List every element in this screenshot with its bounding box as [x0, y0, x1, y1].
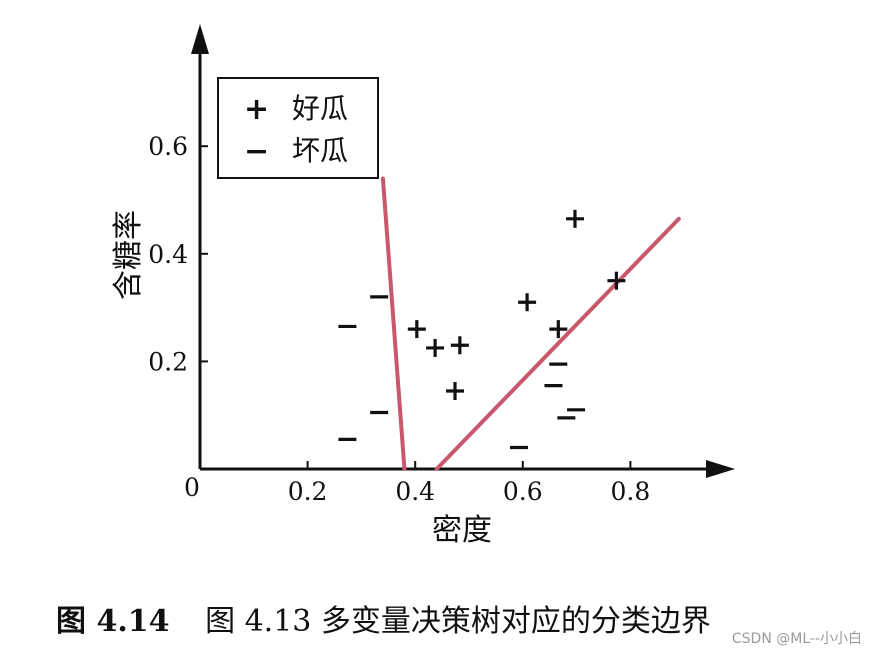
legend-marker-bad: −: [244, 134, 269, 169]
y-axis-title: 含糖率: [111, 210, 146, 300]
x-tick-label: 0.8: [611, 477, 651, 506]
decision-boundaries: [380, 176, 681, 471]
x-tick-label: 0.6: [503, 477, 543, 506]
x-axis-title: 密度: [432, 513, 492, 548]
good-melon-point: [565, 209, 584, 228]
good-melon-point: [426, 338, 445, 357]
legend: + 好瓜 − 坏瓜: [217, 77, 379, 179]
origin-label: 0: [184, 473, 200, 502]
good-melon-point: [607, 271, 626, 290]
data-points: [338, 209, 626, 450]
x-axis-arrow: [706, 460, 735, 478]
decision-boundary-line: [434, 216, 681, 471]
figure-caption-text: 图 4.13 多变量决策树对应的分类边界: [205, 604, 711, 639]
legend-box: [217, 77, 379, 179]
good-melon-point: [446, 381, 465, 400]
figure-number: 图 4.14: [56, 604, 170, 639]
decision-boundary-line: [380, 176, 407, 471]
y-axis-arrow: [191, 24, 209, 54]
good-melon-point: [407, 320, 426, 339]
good-melon-point: [518, 293, 537, 312]
x-tick-label: 0.4: [395, 477, 435, 506]
axes: [191, 24, 735, 478]
x-tick-label: 0.2: [288, 477, 328, 506]
watermark: CSDN @ML--小小白: [731, 631, 862, 647]
legend-label-bad: 坏瓜: [292, 134, 348, 167]
ticks: 0.2 0.4 0.6 0.8 0.2 0.4 0.6: [148, 132, 650, 506]
legend-label-good: 好瓜: [292, 92, 348, 125]
good-melon-point: [450, 336, 469, 355]
y-tick-label: 0.4: [148, 240, 188, 269]
good-melon-point: [549, 320, 568, 339]
figure-caption: 图 4.14 图 4.13 多变量决策树对应的分类边界: [56, 596, 711, 640]
y-tick-label: 0.2: [148, 347, 188, 376]
y-tick-label: 0.6: [148, 132, 188, 161]
legend-marker-good: +: [244, 92, 269, 127]
